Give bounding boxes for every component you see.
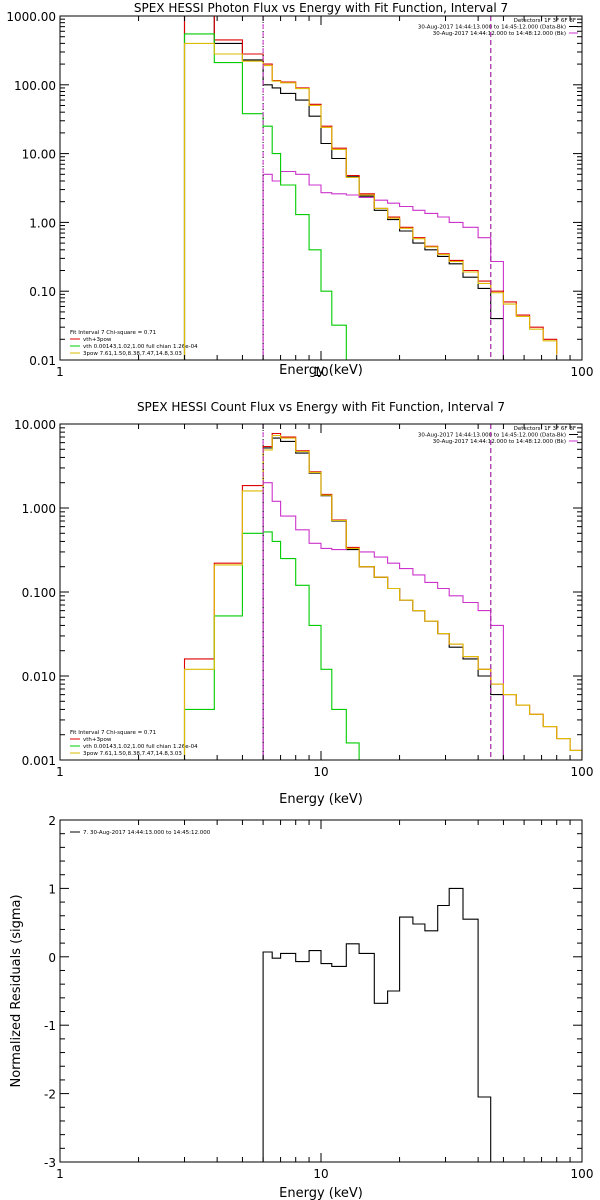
- series-line: [183, 42, 558, 360]
- photon-flux-panel: SPEX HESSI Photon Flux vs Energy with Fi…: [6, 1, 593, 379]
- y-tick-label: 1: [48, 882, 56, 896]
- y-tick-label: -3: [44, 1156, 56, 1170]
- y-tick-label: -1: [44, 1019, 56, 1033]
- legend-entry: vth+3pow: [83, 337, 112, 343]
- series-line: [262, 887, 492, 1162]
- header-line: Detectors: 1F 3F 6F 8F: [514, 426, 576, 432]
- x-tick-label: 1: [56, 1167, 64, 1181]
- y-axis-label: Normalized Residuals (sigma): [9, 894, 24, 1087]
- y-tick-label: 10.000: [14, 418, 56, 432]
- y-tick-label: 10.00: [22, 148, 56, 162]
- series-line: [183, 531, 360, 760]
- series-line: [262, 482, 504, 760]
- legend-entry: vth 0.00143,1.02,1.00 full chian 1.26e-0…: [83, 344, 198, 350]
- y-tick-label: 1000.00: [6, 10, 56, 24]
- header-line: 30-Aug-2017 14:44:13.000 to 14:45:12.000…: [418, 25, 566, 31]
- x-tick-label: 10: [313, 365, 328, 379]
- legend: 7. 30-Aug-2017 14:44:13.000 to 14:45:12.…: [83, 830, 211, 836]
- y-tick-label: 0.01: [29, 354, 56, 368]
- y-tick-label: 2: [48, 814, 56, 828]
- residuals-panel: Energy (keV) Normalized Residuals (sigma…: [9, 814, 593, 1200]
- legend: Fit Interval 7 Chi-square = 0.71 vth+3po…: [70, 330, 198, 357]
- header-line: 30-Aug-2017 14:44:12.000 to 14:48:12.000…: [433, 31, 566, 37]
- x-tick-label: 1: [56, 365, 64, 379]
- y-tick-label: 0: [48, 951, 56, 965]
- x-tick-label: 100: [571, 365, 594, 379]
- header-line: 30-Aug-2017 14:44:13.000 to 14:45:12.000…: [418, 433, 566, 439]
- series-group: [262, 887, 492, 1162]
- count-flux-panel: SPEX HESSI Count Flux vs Energy with Fit…: [14, 400, 593, 807]
- legend-entry: vth 0.00143,1.02,1.00 full chian 1.26e-0…: [83, 744, 198, 750]
- header-line: Detectors: 1F 3F 6F 8F: [514, 18, 576, 24]
- chart-title: SPEX HESSI Count Flux vs Energy with Fit…: [137, 400, 505, 414]
- chart-title: SPEX HESSI Photon Flux vs Energy with Fi…: [134, 1, 508, 15]
- legend-entry: Fit Interval 7 Chi-square = 0.71: [70, 330, 156, 336]
- time-interval-header: Detectors: 1F 3F 6F 8F 30-Aug-2017 14:44…: [418, 18, 576, 37]
- y-tick-label: -2: [44, 1088, 56, 1102]
- y-tick-label: 100.00: [14, 79, 56, 93]
- legend-entry: 3pow 7.61,1.50,8.38,7.47,14.8,3.03: [83, 751, 182, 757]
- x-tick-label: 100: [571, 1167, 594, 1181]
- series-line: [183, 33, 347, 360]
- series-line: [262, 170, 504, 360]
- x-tick-label: 10: [313, 765, 328, 779]
- legend-entry: 3pow 7.61,1.50,8.38,7.47,14.8,3.03: [83, 351, 182, 357]
- legend-entry: vth+3pow: [83, 737, 112, 743]
- y-tick-label: 0.100: [22, 586, 56, 600]
- series-line: [183, 434, 582, 760]
- series-group: [183, 16, 558, 360]
- x-tick-label: 100: [571, 765, 594, 779]
- y-tick-label: 1.000: [22, 502, 56, 516]
- y-tick-label: 1.00: [29, 216, 56, 230]
- y-tick-label: 0.010: [22, 670, 56, 684]
- legend-entry: Fit Interval 7 Chi-square = 0.71: [70, 730, 156, 736]
- legend-entry: 7. 30-Aug-2017 14:44:13.000 to 14:45:12.…: [83, 830, 211, 836]
- x-axis-label: Energy (keV): [279, 1186, 363, 1200]
- x-tick-label: 10: [313, 1167, 328, 1181]
- y-tick-label: 0.001: [22, 754, 56, 768]
- series-group: [183, 432, 582, 760]
- x-tick-label: 1: [56, 765, 64, 779]
- y-tick-label: 0.10: [29, 285, 56, 299]
- x-axis-label: Energy (keV): [279, 792, 363, 807]
- legend: Fit Interval 7 Chi-square = 0.71 vth+3po…: [70, 730, 198, 757]
- time-interval-header: Detectors: 1F 3F 6F 8F 30-Aug-2017 14:44…: [418, 426, 576, 445]
- x-axis-label: Energy (keV): [279, 363, 363, 378]
- header-line: 30-Aug-2017 14:44:12.000 to 14:48:12.000…: [433, 439, 566, 445]
